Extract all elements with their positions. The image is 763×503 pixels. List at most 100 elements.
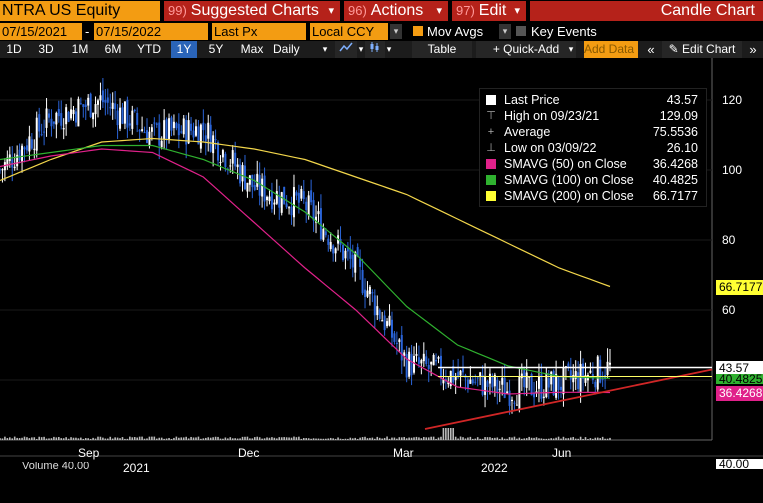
volume-bar xyxy=(300,438,303,440)
candle-body xyxy=(13,166,16,169)
candle-icon[interactable] xyxy=(365,41,385,58)
top-menu-bar: NTRA US Equity 99) Suggested Charts ▾ 96) A… xyxy=(0,0,763,22)
volume-bar xyxy=(354,437,357,440)
volume-bar xyxy=(430,436,432,440)
legend-name: SMAVG (100) on Close xyxy=(504,173,634,187)
volume-bar xyxy=(146,438,148,440)
candle-body xyxy=(528,376,531,378)
collapse-left-icon[interactable]: « xyxy=(647,42,655,57)
candle-body xyxy=(207,122,210,139)
volume-bar xyxy=(540,438,543,440)
period-1m-button[interactable]: 1M xyxy=(71,42,89,56)
volume-bar xyxy=(11,438,14,440)
candle-body xyxy=(275,191,278,204)
ticker-field[interactable]: NTRA US Equity xyxy=(0,1,160,21)
volume-bar xyxy=(224,437,227,440)
volume-bar xyxy=(325,438,327,440)
candle-body xyxy=(119,107,122,129)
candle-body xyxy=(547,378,550,388)
candle-body xyxy=(23,147,26,150)
edit-menu[interactable]: 97) Edit ▾ xyxy=(452,1,526,21)
quick-add-button[interactable]: + Quick-Add xyxy=(476,41,576,58)
table-button[interactable]: Table xyxy=(412,41,472,58)
candle-body xyxy=(99,95,102,101)
volume-bar xyxy=(241,436,244,440)
candle-body xyxy=(47,113,50,118)
candle-body xyxy=(449,370,452,387)
candle-body xyxy=(300,188,303,199)
legend-value: 26.10 xyxy=(666,141,698,155)
volume-bar xyxy=(276,438,278,440)
sma50-line xyxy=(0,148,611,395)
candle-body xyxy=(535,391,538,394)
currency-select[interactable]: Local CCY xyxy=(310,23,388,40)
volume-bar xyxy=(87,438,89,440)
mov-avgs-checkbox[interactable] xyxy=(413,26,423,36)
volume-bar xyxy=(55,437,58,440)
volume-bar xyxy=(72,437,75,440)
candle-body xyxy=(221,150,224,158)
line-chart-icon[interactable] xyxy=(335,41,357,58)
candle-body xyxy=(606,361,609,376)
volume-bar xyxy=(67,438,70,440)
volume-bar xyxy=(508,437,511,440)
period-ytd-button[interactable]: YTD xyxy=(137,42,161,56)
volume-bar xyxy=(604,438,606,440)
end-date-field[interactable]: 07/15/2022 xyxy=(94,23,208,40)
y-tick-label: 80 xyxy=(722,233,736,247)
quick-add-dropdown-icon[interactable]: ▾ xyxy=(568,44,574,54)
volume-bar xyxy=(158,437,161,440)
candle-body xyxy=(89,93,92,118)
suggested-charts-menu[interactable]: 99) Suggested Charts ▾ xyxy=(164,1,340,21)
candle-body xyxy=(55,112,58,125)
chart-legend[interactable]: Last Price 43.57 ⊤ High on 09/23/21 129.… xyxy=(479,88,707,207)
volume-bar xyxy=(398,437,401,440)
start-date-field[interactable]: 07/15/2021 xyxy=(0,23,82,40)
volume-bar xyxy=(92,437,94,440)
actions-menu[interactable]: 96) Actions ▾ xyxy=(344,1,448,21)
volume-bar xyxy=(163,438,165,440)
volume-bar xyxy=(75,437,77,440)
period-3d-button[interactable]: 3D xyxy=(38,42,54,56)
chart-type-title[interactable]: Candle Chart xyxy=(530,1,763,21)
interval-select[interactable]: Daily xyxy=(273,42,300,56)
candle-body xyxy=(378,310,381,319)
candle-body xyxy=(268,196,271,202)
edit-chart-button[interactable]: ✎ Edit Chart xyxy=(662,41,742,58)
period-1d-button[interactable]: 1D xyxy=(6,42,22,56)
interval-dropdown-icon[interactable]: ▾ xyxy=(322,44,328,54)
volume-bar xyxy=(445,428,447,440)
currency-dropdown-icon[interactable]: ▾ xyxy=(390,24,402,39)
candle-dropdown-icon[interactable]: ▾ xyxy=(386,44,392,54)
period-max-button[interactable]: Max xyxy=(240,42,264,56)
candle-body xyxy=(427,364,430,369)
volume-bar xyxy=(371,437,374,440)
price-field-select[interactable]: Last Px xyxy=(212,23,306,40)
volume-bar xyxy=(533,437,535,440)
volume-bar xyxy=(587,438,589,440)
volume-bar xyxy=(516,438,518,440)
volume-bar xyxy=(202,438,205,440)
key-events-checkbox[interactable] xyxy=(516,26,526,36)
candle-body xyxy=(67,112,70,122)
period-1y-button[interactable]: 1Y xyxy=(171,41,197,58)
mov-avgs-dropdown-icon[interactable]: ▾ xyxy=(499,24,511,39)
collapse-right-icon[interactable]: » xyxy=(749,42,757,57)
volume-bar xyxy=(305,438,308,440)
volume-bar xyxy=(114,437,116,440)
candle-body xyxy=(359,258,362,267)
candle-body xyxy=(398,339,401,342)
candle-body xyxy=(295,192,298,196)
candle-body xyxy=(138,129,141,132)
add-data-input[interactable]: Add Data xyxy=(584,41,638,58)
period-5y-button[interactable]: 5Y xyxy=(208,42,224,56)
volume-bar xyxy=(472,438,474,440)
candle-body xyxy=(25,145,28,151)
candle-body xyxy=(567,363,570,368)
volume-bar xyxy=(584,437,587,440)
candle-body xyxy=(248,175,251,185)
chart-style-dropdown-icon[interactable]: ▾ xyxy=(358,44,364,54)
legend-row-sma50: SMAVG (50) on Close 36.4268 xyxy=(484,156,704,172)
y-tick-label: 60 xyxy=(722,303,736,317)
period-6m-button[interactable]: 6M xyxy=(104,42,122,56)
